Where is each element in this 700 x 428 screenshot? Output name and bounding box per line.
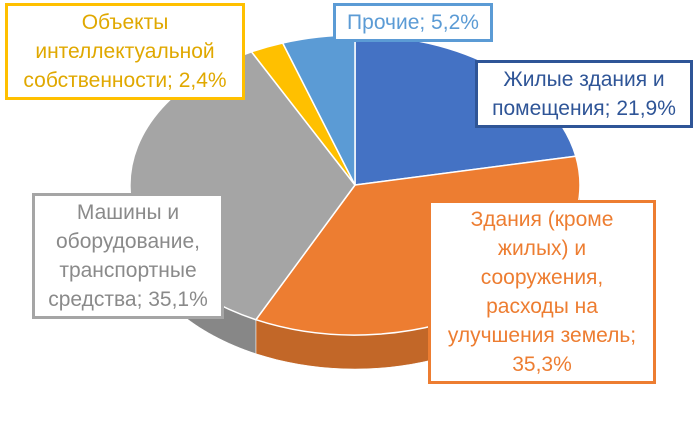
label-other: Прочие; 5,2% bbox=[333, 3, 493, 42]
label-ip: Объекты интеллектуальной собственности; … bbox=[5, 3, 245, 100]
label-residential: Жилые здания и помещения; 21,9% bbox=[475, 60, 693, 128]
label-nonresidential: Здания (кроме жилых) и сооружения, расхо… bbox=[428, 200, 656, 384]
label-machinery: Машины и оборудование, транспортные сред… bbox=[32, 193, 224, 319]
